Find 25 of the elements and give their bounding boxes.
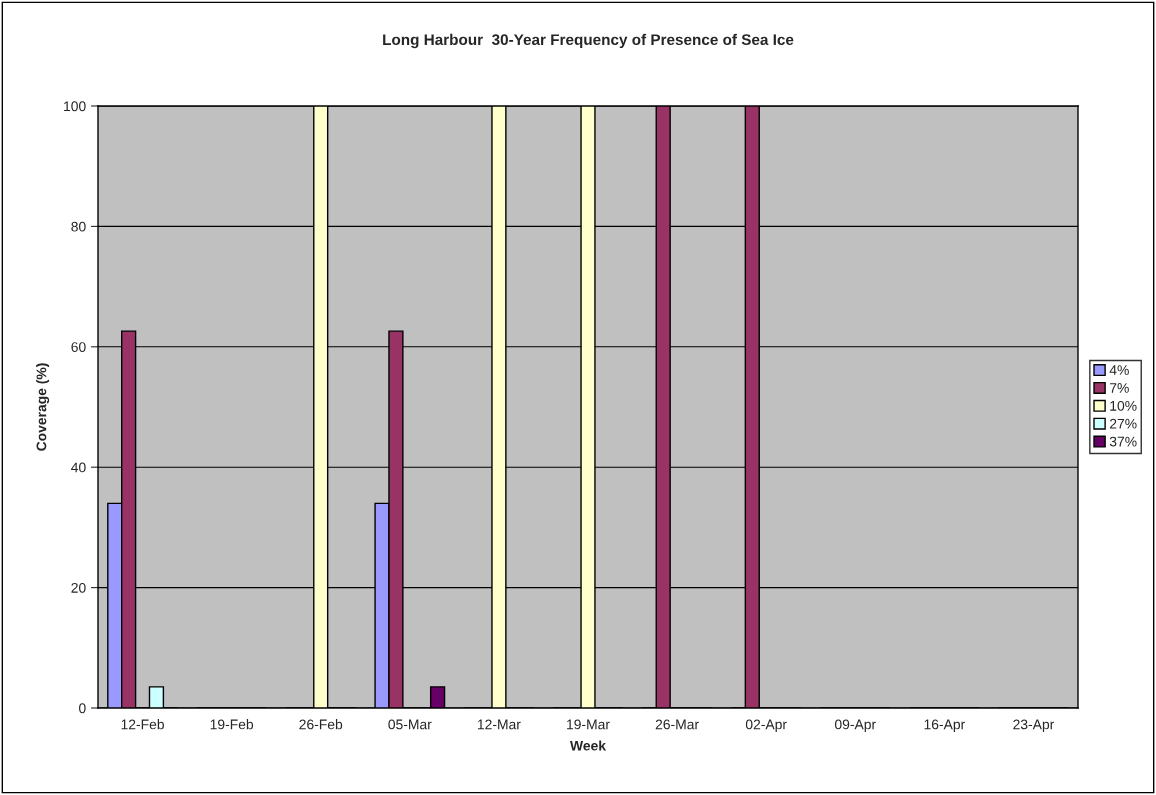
y-tick-label: 80 xyxy=(71,221,86,232)
y-tick-label: 100 xyxy=(64,101,86,112)
x-tick-label: 05-Mar xyxy=(388,719,432,730)
legend-label: 27% xyxy=(1109,418,1137,429)
x-tick-label: 26-Feb xyxy=(299,719,343,730)
x-tick-label: 23-Apr xyxy=(1013,719,1055,733)
x-tick-label: 26-Mar xyxy=(655,719,699,730)
y-tick-label: 40 xyxy=(71,462,86,473)
legend-label: 10% xyxy=(1110,400,1137,411)
x-tick-label: 12-Feb xyxy=(121,719,164,730)
legend-label: 7% xyxy=(1110,383,1129,393)
y-tick-label: 20 xyxy=(71,582,86,593)
legend-label: 37% xyxy=(1109,436,1137,447)
x-tick-label: 19-Mar xyxy=(567,719,610,730)
y-axis-title: Coverage (%) xyxy=(36,363,50,451)
x-tick-label: 16-Apr xyxy=(924,719,965,733)
chart-title: Long Harbour 30-Year Frequency of Presence of Sea Ice xyxy=(383,33,794,49)
x-tick-label: 02-Apr xyxy=(745,719,787,733)
x-tick-label: 12-Mar xyxy=(477,719,521,730)
y-tick-label: 60 xyxy=(71,342,86,352)
x-axis-title: Week xyxy=(569,740,607,751)
x-tick-label: 19-Feb xyxy=(210,719,254,730)
y-tick-label: 0 xyxy=(79,703,86,714)
legend-label: 4% xyxy=(1109,365,1129,375)
x-tick-label: 09-Apr xyxy=(834,719,876,733)
